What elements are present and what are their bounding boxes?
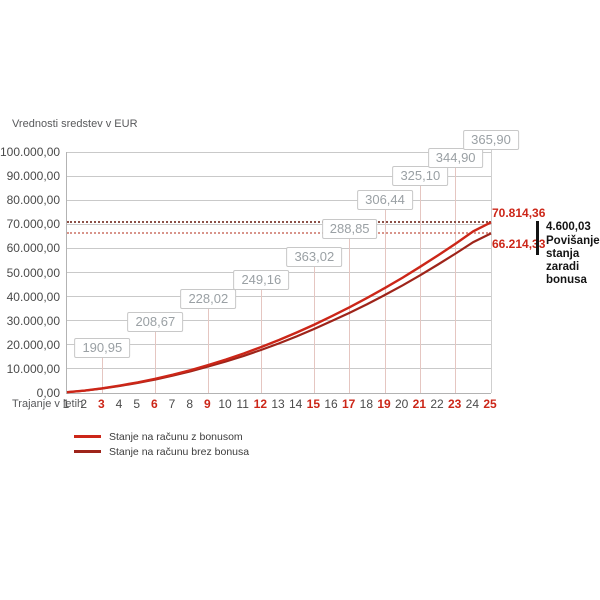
gridline [67, 151, 491, 153]
x-tick-label: 9 [203, 397, 211, 411]
x-tick-label: 16 [324, 397, 338, 411]
x-axis-title: Trajanje v letih [12, 398, 84, 410]
x-axis: Trajanje v letih 1 2 3 4 5 6 7 8 9 10 11 12 13 14 15 16… [0, 397, 600, 411]
callout-box: 325,10 [392, 166, 449, 186]
curve-with-bonus [66, 221, 492, 394]
x-tick-label: 22 [430, 397, 444, 411]
gridline [67, 344, 491, 346]
annotation-value: 4.600,03 [546, 221, 591, 233]
y-tick-label: 20.000,00 [6, 337, 60, 352]
y-tick-label: 30.000,00 [6, 313, 60, 328]
callout-line [260, 288, 262, 393]
end-value-dotted-line [67, 232, 491, 235]
callout-line [154, 330, 156, 393]
legend-label: Stanje na računu brez bonusa [109, 445, 250, 458]
gridline [67, 223, 491, 225]
callout-line [490, 148, 492, 393]
x-tick-label: 14 [288, 397, 303, 411]
bracket-bar [536, 221, 539, 255]
x-tick-label: 17 [341, 397, 356, 411]
x-tick-label: 13 [271, 397, 285, 411]
x-tick-label: 25 [483, 397, 497, 411]
callout-box: 365,90 [463, 130, 519, 150]
x-axis-ticks: 1 2 3 4 5 6 7 8 9 10 11 12 13 14 15 16 17 18 19 20 21 22 23 24 2… [62, 397, 497, 411]
x-tick-label: 12 [253, 397, 268, 411]
callout-line [384, 208, 386, 393]
gridline [67, 199, 491, 201]
end-value-label: 70.814,36 [492, 206, 546, 221]
x-tick-label: 3 [97, 397, 105, 411]
x-tick-label: 8 [186, 397, 193, 411]
callout-line [349, 237, 351, 393]
x-tick-label: 23 [447, 397, 462, 411]
y-tick-label: 60.000,00 [6, 241, 60, 256]
x-tick-label: 18 [359, 397, 374, 411]
callout-box: 288,85 [321, 219, 378, 239]
y-axis-title: Vrednosti sredstev v EUR [12, 118, 138, 130]
x-tick-label: 15 [306, 397, 321, 411]
x-tick-label: 21 [412, 397, 427, 411]
gridline [67, 175, 491, 177]
legend: Stanje na računu z bonusom Stanje na raču… [74, 429, 249, 459]
callout-line [419, 184, 421, 393]
annotation-label: Povišanje stanja zaradi bonusa [546, 235, 600, 286]
gridline [67, 368, 491, 370]
end-value-label: 66.214,33 [492, 237, 546, 252]
x-tick-label: 4 [115, 397, 123, 411]
bonus-annotation: 4.600,03 Povišanje stanja zaradi bonusa [536, 221, 600, 287]
x-tick-label: 1 [62, 397, 70, 411]
gridline [67, 320, 491, 322]
x-tick-label: 10 [218, 397, 232, 411]
legend-line-swatch [74, 450, 101, 453]
x-tick-label: 6 [150, 397, 158, 411]
plot-area: 190,95 208,67 228,02 249,16 363,02 288,85 306,… [66, 130, 519, 394]
callout-box: 208,67 [127, 312, 184, 332]
callout-line [101, 356, 103, 393]
x-tick-label: 24 [465, 397, 480, 411]
callout-box: 190,95 [74, 338, 131, 358]
callout-box: 363,02 [286, 247, 343, 267]
series-curves [66, 221, 492, 394]
gridline [67, 296, 491, 298]
y-tick-label: 70.000,00 [6, 217, 60, 232]
x-tick-label: 11 [236, 397, 249, 411]
legend-line-swatch [74, 435, 101, 438]
callout-line [207, 307, 209, 393]
end-value-dotted-line [67, 221, 491, 224]
callout-box: 306,44 [357, 190, 413, 210]
y-tick-label: 40.000,00 [6, 289, 60, 304]
callout-box: 228,02 [180, 289, 237, 309]
y-tick-label: 50.000,00 [6, 265, 60, 280]
legend-item: Stanje na računu z bonusom [74, 429, 249, 444]
y-tick-label: 0,00 [36, 386, 60, 400]
y-tick-label: 10.000,00 [6, 361, 60, 376]
x-tick-label: 5 [133, 397, 140, 411]
x-tick-label: 20 [394, 397, 409, 411]
y-tick-label: 90.000,00 [6, 169, 60, 184]
callout-box: 249,16 [233, 270, 290, 290]
callout-line [455, 166, 457, 393]
x-tick-label: 7 [168, 397, 176, 411]
y-tick-label: 100.000,00 [0, 145, 61, 159]
legend-label: Stanje na računu z bonusom [109, 430, 243, 443]
y-tick-label: 80.000,00 [6, 193, 60, 208]
callout-box: 344,90 [427, 148, 484, 168]
legend-item: Stanje na računu brez bonusa [74, 444, 249, 459]
x-tick-label: 19 [377, 397, 391, 411]
x-tick-label: 2 [80, 397, 87, 411]
gridline [67, 247, 491, 249]
